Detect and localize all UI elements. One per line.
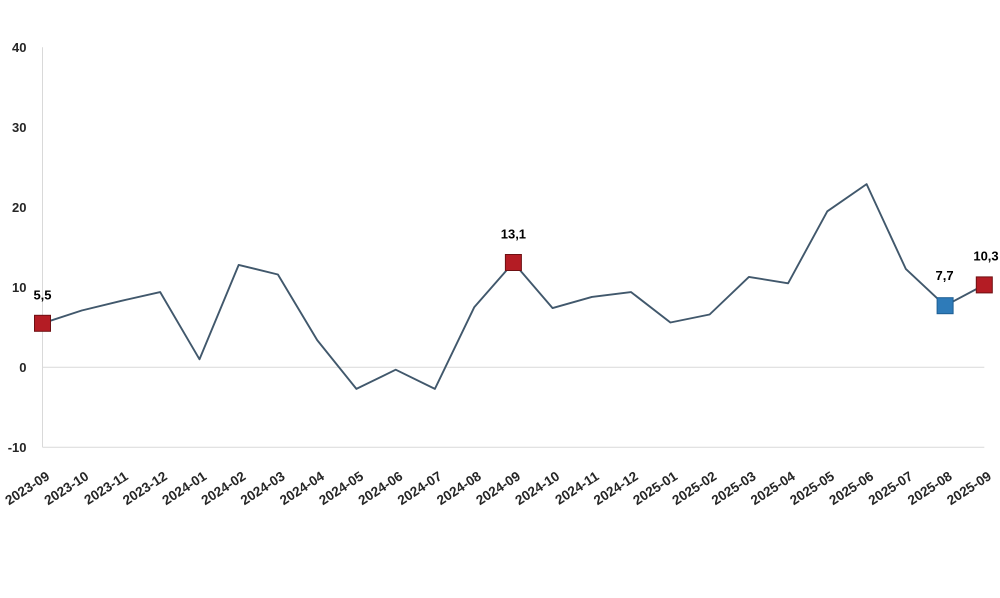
svg-text:20: 20	[12, 200, 26, 215]
svg-text:13,1: 13,1	[501, 227, 526, 242]
svg-text:5,5: 5,5	[33, 287, 51, 302]
svg-text:7,7: 7,7	[936, 268, 954, 283]
svg-text:40: 40	[12, 40, 26, 55]
svg-text:30: 30	[12, 120, 26, 135]
svg-text:0: 0	[19, 360, 26, 375]
svg-text:10,3: 10,3	[973, 248, 998, 263]
svg-text:-10: -10	[8, 440, 27, 455]
svg-text:10: 10	[12, 280, 26, 295]
